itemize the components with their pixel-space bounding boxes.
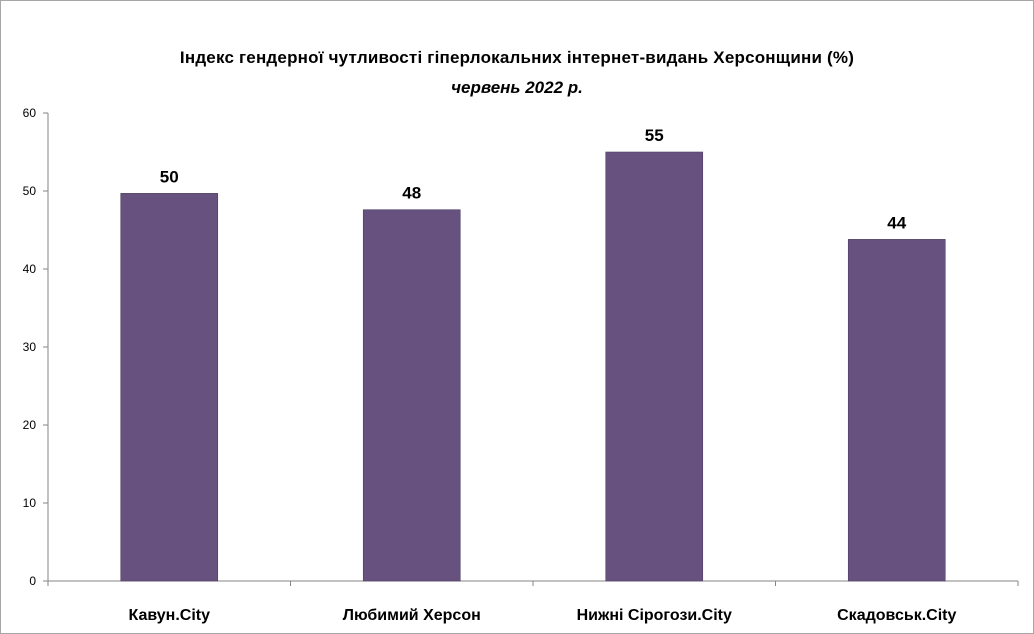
data-label: 50: [160, 167, 179, 186]
chart-title: Індекс гендерної чутливості гіперлокальн…: [179, 48, 855, 67]
bar: [120, 193, 219, 582]
x-tick-label: Скадовськ.City: [837, 607, 956, 624]
x-tick-label: Нижні Сірогози.City: [577, 607, 732, 624]
y-tick-label: 20: [23, 418, 37, 432]
y-tick-label: 60: [23, 106, 37, 120]
x-axis-labels: Кавун.City Любимий Херсон Нижні Сірогози.C…: [128, 607, 956, 624]
bars: [120, 151, 946, 582]
y-tick-label: 30: [23, 340, 37, 354]
bar: [362, 209, 461, 582]
data-labels: 50 48 55 44: [160, 126, 907, 232]
bar: [605, 151, 704, 582]
y-axis-ticks: 0 10 20 30 40 50 60: [23, 106, 48, 588]
chart-subtitle: червень 2022 р.: [451, 78, 583, 97]
y-tick-label: 0: [29, 574, 36, 588]
x-tick-label: Кавун.City: [128, 607, 210, 624]
y-tick-label: 50: [23, 184, 37, 198]
bar: [847, 239, 946, 582]
data-label: 44: [887, 213, 906, 232]
data-label: 55: [645, 126, 664, 145]
y-tick-label: 10: [23, 496, 37, 510]
x-tick-label: Любимий Херсон: [343, 607, 481, 624]
data-label: 48: [402, 184, 421, 203]
y-tick-label: 40: [23, 262, 37, 276]
